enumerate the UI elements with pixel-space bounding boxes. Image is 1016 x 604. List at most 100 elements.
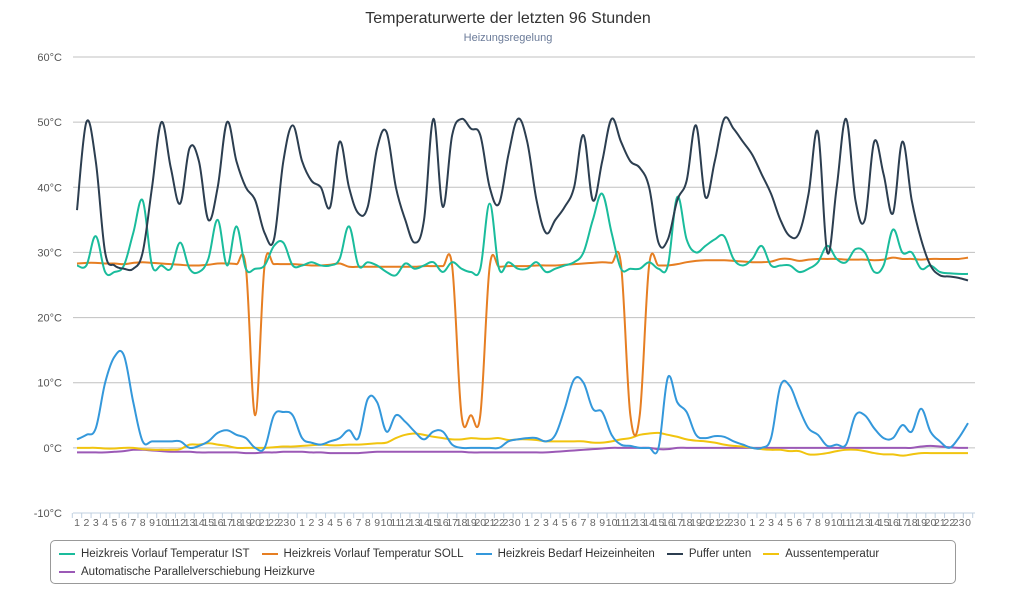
y-tick-label: 50°C — [37, 117, 62, 129]
x-tick-label: 18 — [456, 517, 468, 529]
y-tick-label: 40°C — [37, 182, 62, 194]
x-tick-label: 11 — [841, 517, 852, 529]
x-tick-label: 3 — [543, 517, 549, 529]
x-tick-label: 6 — [121, 517, 127, 529]
x-tick-label: 1 — [299, 517, 305, 529]
legend-item[interactable]: Automatische Parallelverschiebung Heizku… — [59, 563, 315, 581]
legend-swatch — [763, 553, 780, 555]
x-tick-label: 8 — [815, 517, 821, 529]
x-tick-label: 4 — [552, 517, 558, 529]
x-tick-label: 20 — [700, 517, 712, 529]
x-tick-label: 15 — [878, 517, 890, 529]
x-tick-label: 22 — [493, 517, 505, 529]
legend-item[interactable]: Heizkreis Vorlauf Temperatur SOLL — [261, 545, 464, 563]
x-tick-label: 22 — [943, 517, 955, 529]
x-tick-label: 21 — [484, 517, 496, 529]
x-tick-label: 5 — [337, 517, 343, 529]
x-tick-label: 1 — [524, 517, 530, 529]
x-tick-label: 2 — [759, 517, 765, 529]
legend-label: Heizkreis Bedarf Heizeinheiten — [497, 548, 655, 560]
legend-label: Aussentemperatur — [785, 548, 880, 560]
legend-swatch — [59, 571, 75, 573]
x-tick-label: 17 — [897, 517, 909, 529]
x-tick-label: 20 — [474, 517, 486, 529]
y-tick-label: 60°C — [37, 52, 62, 64]
series-line-3 — [76, 116, 969, 282]
x-tick-label: 16 — [212, 517, 224, 529]
x-tick-label: 5 — [787, 517, 793, 529]
x-tick-label: 14 — [643, 517, 655, 529]
legend-item[interactable]: Aussentemperatur — [763, 545, 879, 563]
x-tick-label: 2 — [83, 517, 89, 529]
y-tick-label: 0°C — [44, 443, 63, 455]
x-tick-label: 4 — [777, 517, 783, 529]
legend-label: Heizkreis Vorlauf Temperatur IST — [81, 548, 250, 560]
y-tick-label: 20°C — [37, 313, 62, 325]
x-tick-label: 15 — [653, 517, 665, 529]
chart-subtitle: Heizungsregelung — [463, 32, 553, 44]
x-tick-label: 8 — [590, 517, 596, 529]
x-tick-label: 7 — [806, 517, 812, 529]
x-tick-label: 10 — [606, 517, 618, 529]
x-tick-label: 12 — [850, 517, 862, 529]
legend-swatch — [59, 553, 75, 555]
series-line-1 — [76, 250, 969, 437]
x-tick-label: 20 — [925, 517, 937, 529]
x-tick-label: 0 — [740, 517, 746, 529]
x-tick-label: 8 — [140, 517, 146, 529]
x-tick-label: 12 — [399, 517, 411, 529]
x-tick-label: 13 — [634, 517, 646, 529]
x-tick-label: 7 — [581, 517, 587, 529]
legend-item[interactable]: Puffer unten — [666, 545, 752, 563]
series-line-0 — [76, 192, 969, 277]
x-tick-label: 18 — [906, 517, 918, 529]
x-tick-label: 5 — [562, 517, 568, 529]
x-tick-label: 0 — [515, 517, 521, 529]
x-tick-label: 17 — [671, 517, 683, 529]
y-tick-label: -10°C — [34, 508, 62, 520]
x-tick-label: 22 — [268, 517, 280, 529]
y-tick-label: 10°C — [37, 378, 62, 390]
x-tick-label: 18 — [681, 517, 693, 529]
x-tick-label: 16 — [662, 517, 674, 529]
legend-item[interactable]: Heizkreis Bedarf Heizeinheiten — [475, 545, 655, 563]
x-tick-label: 16 — [437, 517, 449, 529]
x-tick-label: 21 — [934, 517, 946, 529]
x-tick-label: 6 — [571, 517, 577, 529]
legend-swatch — [475, 553, 492, 555]
x-tick-label: 19 — [465, 517, 477, 529]
legend-label: Puffer unten — [688, 548, 752, 560]
legend-label: Heizkreis Vorlauf Temperatur SOLL — [283, 548, 464, 560]
x-tick-label: 13 — [409, 517, 421, 529]
x-tick-label: 3 — [768, 517, 774, 529]
x-tick-label: 3 — [318, 517, 324, 529]
x-tick-label: 17 — [446, 517, 458, 529]
x-tick-label: 10 — [831, 517, 843, 529]
x-tick-label: 1 — [74, 517, 80, 529]
x-tick-label: 23 — [277, 517, 289, 529]
x-tick-label: 0 — [290, 517, 296, 529]
x-tick-label: 10 — [381, 517, 393, 529]
x-tick-label: 2 — [309, 517, 315, 529]
x-tick-label: 21 — [709, 517, 721, 529]
x-tick-label: 17 — [221, 517, 233, 529]
legend-label: Automatische Parallelverschiebung Heizku… — [81, 566, 315, 578]
x-tick-label: 12 — [174, 517, 186, 529]
x-tick-label: 9 — [599, 517, 605, 529]
x-tick-label: 16 — [887, 517, 899, 529]
x-tick-label: 3 — [93, 517, 99, 529]
x-tick-label: 9 — [149, 517, 155, 529]
x-tick-label: 4 — [327, 517, 333, 529]
x-tick-label: 0 — [965, 517, 971, 529]
legend: Heizkreis Vorlauf Temperatur IST Heizkrei… — [50, 540, 956, 584]
x-tick-label: 15 — [428, 517, 440, 529]
x-tick-label: 11 — [165, 517, 176, 529]
legend-swatch — [666, 553, 683, 555]
series-line-5 — [77, 444, 969, 455]
x-tick-label: 4 — [102, 517, 108, 529]
x-tick-label: 7 — [130, 517, 136, 529]
x-tick-label: 5 — [112, 517, 118, 529]
legend-item[interactable]: Heizkreis Vorlauf Temperatur IST — [59, 545, 250, 563]
x-tick-label: 9 — [824, 517, 830, 529]
